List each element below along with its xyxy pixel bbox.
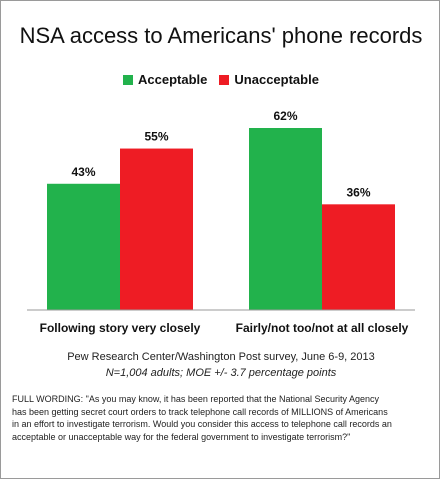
data-label: 62% — [273, 109, 297, 123]
wording-line: FULL WORDING: "As you may know, it has b… — [12, 394, 380, 404]
full-wording: FULL WORDING: "As you may know, it has b… — [12, 393, 434, 443]
legend-swatch-acceptable — [123, 74, 134, 85]
wording-line: acceptable or unacceptable way for the f… — [12, 431, 351, 442]
chart-title: NSA access to Americans' phone records — [19, 23, 423, 48]
bar-acceptable-2 — [249, 128, 322, 310]
bar-unacceptable-1 — [120, 148, 193, 310]
bar-acceptable-1 — [47, 183, 120, 310]
bar-chart: 43% 55% Following story very closely 62% 36%… — [27, 109, 415, 335]
legend-label-acceptable: Acceptable — [138, 72, 208, 87]
source-line: Pew Research Center/Washington Post surv… — [67, 351, 375, 363]
legend-label-unacceptable: Unacceptable — [234, 72, 319, 87]
bars-group — [47, 128, 395, 310]
wording-line: in an effort to investigate terrorism. W… — [12, 419, 392, 430]
legend-item-unacceptable: Unacceptable — [219, 72, 319, 87]
legend: Acceptable Unacceptable — [1, 72, 440, 87]
data-label: 55% — [144, 130, 168, 144]
sample-line: N=1,004 adults; MOE +/- 3.7 percentage p… — [105, 367, 337, 379]
legend-item-acceptable: Acceptable — [123, 72, 207, 87]
bar-unacceptable-2 — [322, 204, 395, 310]
wording-line: has been getting secret court orders to … — [12, 406, 388, 417]
category-label: Following story very closely — [40, 321, 201, 335]
data-label: 43% — [71, 165, 95, 179]
data-label: 36% — [346, 185, 370, 199]
labels-group: 43% 55% Following story very closely 62% 36%… — [40, 109, 409, 335]
source-note: Pew Research Center/Washington Post surv… — [1, 349, 440, 381]
legend-swatch-unacceptable — [219, 74, 230, 85]
category-label: Fairly/not too/not at all closely — [236, 321, 409, 335]
